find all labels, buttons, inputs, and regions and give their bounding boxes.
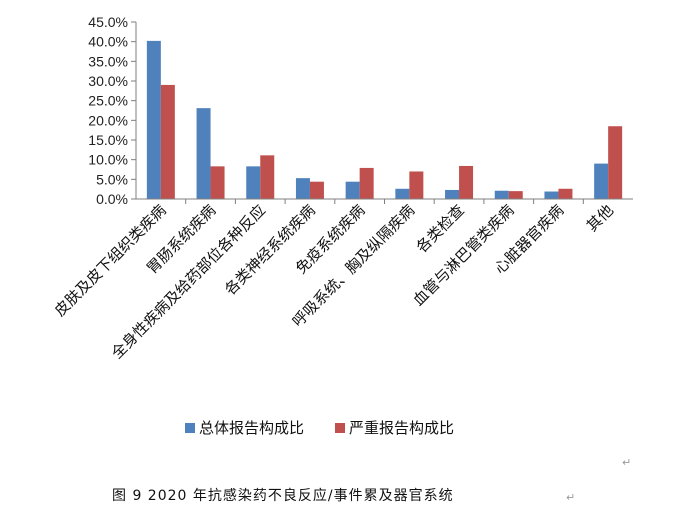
y-tick-label: 40.0% xyxy=(88,34,128,50)
bar-series-1-cat-8 xyxy=(494,190,509,199)
bars xyxy=(146,40,623,199)
bar-series-1-cat-7 xyxy=(445,189,460,199)
x-category-label: 各类神经系统疾病 xyxy=(221,201,319,299)
bar-series-2-cat-2 xyxy=(210,166,225,199)
bar-series-2-cat-4 xyxy=(309,181,324,199)
bar-series-2-cat-1 xyxy=(160,84,175,199)
legend-swatch-2 xyxy=(335,423,345,433)
y-tick-label: 45.0% xyxy=(88,14,128,30)
bar-series-2-cat-9 xyxy=(558,188,573,199)
y-tick-label: 10.0% xyxy=(88,152,128,168)
bar-series-2-cat-10 xyxy=(608,126,623,199)
bar-series-2-cat-3 xyxy=(260,155,275,199)
paragraph-mark: ↵ xyxy=(622,456,631,469)
bar-series-2-cat-5 xyxy=(359,167,374,199)
bar-series-1-cat-3 xyxy=(246,166,261,199)
y-tick-label: 35.0% xyxy=(88,53,128,69)
legend: 总体报告构成比 严重报告构成比 xyxy=(185,419,454,437)
y-tick-label: 25.0% xyxy=(88,93,128,109)
x-category-label: 其他 xyxy=(583,201,617,235)
bar-series-1-cat-10 xyxy=(594,163,609,199)
bar-series-1-cat-4 xyxy=(295,178,310,199)
caption-paragraph-mark: ↵ xyxy=(566,491,575,504)
y-axis: 0.0% 5.0% 10.0% 15.0% 20.0% 25.0% 30.0% 35.0% 40… xyxy=(88,14,137,207)
y-tick-label: 20.0% xyxy=(88,112,128,128)
bar-series-2-cat-6 xyxy=(409,171,424,199)
y-tick-label: 0.0% xyxy=(96,191,128,207)
bar-series-1-cat-5 xyxy=(345,181,360,199)
legend-label-2: 严重报告构成比 xyxy=(349,419,454,437)
x-axis: 皮肤及皮下组织类疾病胃肠系统疾病全身性疾病及给药部位各种反应各类神经系统疾病免疫… xyxy=(51,198,633,362)
bar-series-2-cat-7 xyxy=(459,165,474,199)
bar-series-1-cat-2 xyxy=(196,108,211,199)
bar-series-1-cat-9 xyxy=(544,191,559,199)
bar-series-2-cat-8 xyxy=(508,191,523,199)
figure-caption: 图 9 2020 年抗感染药不良反应/事件累及器官系统 xyxy=(112,487,454,504)
legend-label-1: 总体报告构成比 xyxy=(199,419,304,437)
legend-swatch-1 xyxy=(185,423,195,433)
y-tick-label: 5.0% xyxy=(96,171,128,187)
bar-series-1-cat-6 xyxy=(395,188,410,199)
y-tick-label: 15.0% xyxy=(88,132,128,148)
y-tick-label: 30.0% xyxy=(88,73,128,89)
bar-series-1-cat-1 xyxy=(146,40,161,199)
